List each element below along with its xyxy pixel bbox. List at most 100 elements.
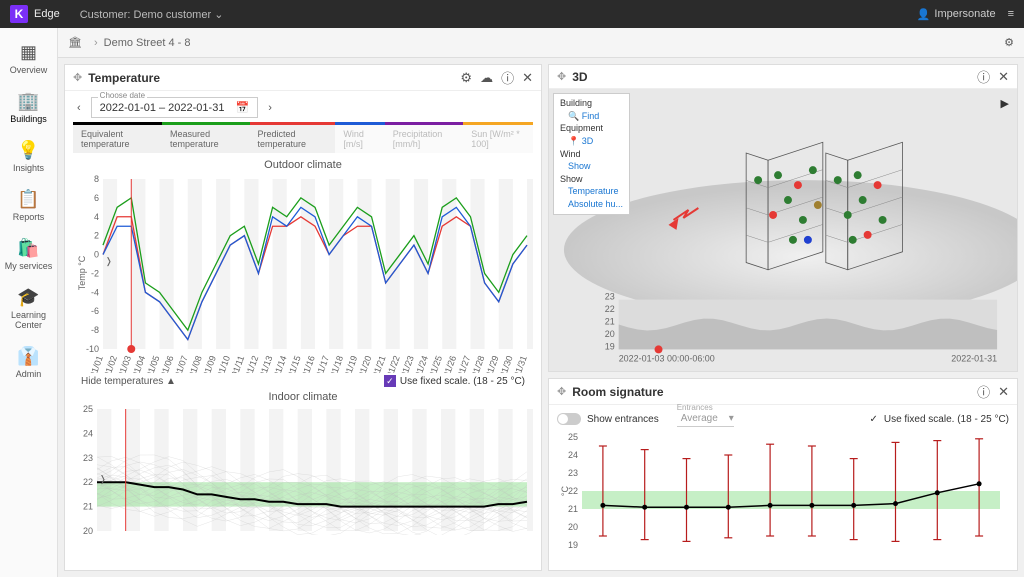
buildings-icon: 🏢 [0, 91, 57, 112]
control-find-link[interactable]: Find [582, 111, 600, 121]
svg-text:23: 23 [83, 453, 93, 463]
svg-text:01/24: 01/24 [413, 354, 430, 373]
control-humidity-link[interactable]: Absolute hu... [568, 199, 623, 209]
room-chart[interactable]: 19202122232425°C [557, 431, 1009, 551]
nav-label: Reports [13, 212, 45, 222]
hamburger-icon[interactable]: ≡ [1008, 8, 1014, 20]
svg-text:01/26: 01/26 [441, 354, 458, 373]
customer-label: Customer: Demo customer [80, 9, 211, 21]
outdoor-chart[interactable]: -10-8-6-4-202468Temp °C01/0101/0201/0301… [73, 173, 533, 373]
svg-text:01/28: 01/28 [469, 354, 486, 373]
svg-text:01/03: 01/03 [116, 354, 133, 373]
breadcrumb-separator: › [94, 37, 98, 49]
download-icon[interactable]: ☁ [480, 70, 493, 86]
sidebar-item-admin[interactable]: 👔Admin [0, 338, 57, 387]
svg-text:25: 25 [83, 405, 93, 414]
svg-text:-4: -4 [91, 287, 99, 297]
legend-tab[interactable]: Precipitation [mm/h] [385, 122, 463, 153]
control-temperature-link[interactable]: Temperature [568, 186, 619, 196]
svg-text:01/30: 01/30 [498, 354, 515, 373]
svg-text:01/20: 01/20 [356, 354, 373, 373]
svg-text:21: 21 [83, 502, 93, 512]
svg-text:20: 20 [568, 522, 578, 532]
indoor-chart[interactable]: 202122232425❭ [73, 405, 533, 535]
close-icon[interactable]: ✕ [998, 384, 1009, 400]
entrances-select[interactable]: Entrances Average ▾ [677, 411, 734, 427]
legend-tab[interactable]: Sun [W/m² * 100] [463, 122, 533, 153]
prev-date-button[interactable]: ‹ [73, 100, 85, 116]
sidebar-item-buildings[interactable]: 🏢Buildings [0, 83, 57, 132]
svg-text:24: 24 [568, 450, 578, 460]
gear-icon[interactable]: ⚙ [1004, 36, 1014, 49]
breadcrumb-location[interactable]: Demo Street 4 - 8 [104, 37, 191, 49]
gear-icon[interactable]: ⚙ [460, 70, 472, 86]
sidebar-item-overview[interactable]: ▦Overview [0, 34, 57, 83]
svg-text:❭: ❭ [105, 256, 113, 267]
customer-selector[interactable]: Customer: Demo customer ⌄ [80, 8, 224, 21]
date-range-input[interactable]: Choose date 2022-01-01 – 2022-01-31 📅 [91, 97, 259, 118]
svg-text:01/16: 01/16 [300, 354, 317, 373]
nav-label: Overview [10, 65, 48, 75]
show-entrances-toggle[interactable] [557, 413, 581, 425]
svg-text:21: 21 [568, 504, 578, 514]
person-icon: 👤 [917, 8, 931, 21]
drag-icon[interactable]: ✥ [557, 385, 566, 398]
control-building-label: Building [560, 98, 592, 108]
hide-temperatures-link[interactable]: Hide temperatures ▲ [81, 376, 176, 387]
nav-label: My services [5, 261, 53, 271]
entrances-field-label: Entrances [677, 403, 713, 412]
fixed-scale-checkbox[interactable]: ✓ [869, 414, 877, 425]
play-icon[interactable]: ▶ [1001, 97, 1009, 110]
control-show-link[interactable]: Show [568, 161, 591, 171]
svg-text:01/06: 01/06 [158, 354, 175, 373]
close-icon[interactable]: ✕ [522, 70, 533, 86]
show-entrances-label: Show entrances [587, 414, 659, 425]
legend-tab[interactable]: Equivalent temperature [73, 122, 162, 153]
search-icon: 🔍 [568, 111, 582, 121]
control-equipment-label: Equipment [560, 123, 603, 133]
svg-text:01/01: 01/01 [88, 354, 105, 373]
brand-name: Edge [34, 8, 60, 20]
svg-text:01/08: 01/08 [187, 354, 204, 373]
control-3d-link[interactable]: 3D [582, 136, 594, 146]
date-field-label: Choose date [98, 91, 147, 100]
legend-tab[interactable]: Predicted temperature [250, 122, 336, 153]
threed-controls: Building 🔍 Find Equipment 📍 3D Wind Show… [553, 93, 630, 214]
sidebar-item-reports[interactable]: 📋Reports [0, 181, 57, 230]
svg-text:01/29: 01/29 [484, 354, 501, 373]
sidebar-item-learning[interactable]: 🎓Learning Center [0, 279, 57, 338]
pin-icon: 📍 [568, 136, 582, 146]
next-date-button[interactable]: › [264, 100, 276, 116]
legend-tab[interactable]: Measured temperature [162, 122, 249, 153]
info-icon[interactable]: ⓘ [977, 67, 990, 86]
svg-text:01/31: 01/31 [512, 354, 529, 373]
svg-text:22: 22 [605, 304, 615, 314]
svg-text:°C: °C [560, 485, 570, 496]
svg-text:01/04: 01/04 [130, 354, 147, 373]
date-range-value: 2022-01-01 – 2022-01-31 [100, 102, 225, 114]
impersonate-button[interactable]: 👤 Impersonate [917, 8, 996, 21]
logo[interactable]: K [10, 5, 28, 23]
svg-text:-10: -10 [86, 344, 99, 354]
svg-text:22: 22 [83, 477, 93, 487]
svg-text:01/23: 01/23 [399, 354, 416, 373]
sidebar-item-services[interactable]: 🛍️My services [0, 230, 57, 279]
nav-label: Insights [13, 163, 44, 173]
info-icon[interactable]: ⓘ [977, 382, 990, 401]
close-icon[interactable]: ✕ [998, 69, 1009, 85]
drag-icon[interactable]: ✥ [73, 71, 82, 84]
chevron-down-icon: ⌄ [214, 9, 223, 21]
svg-text:19: 19 [605, 342, 615, 352]
svg-text:01/22: 01/22 [385, 354, 402, 373]
drag-icon[interactable]: ✥ [557, 70, 566, 83]
legend-tab[interactable]: Wind [m/s] [335, 122, 384, 153]
info-icon[interactable]: ⓘ [501, 68, 514, 87]
svg-text:01/07: 01/07 [173, 354, 190, 373]
svg-text:23: 23 [605, 292, 615, 302]
nav-label: Learning Center [11, 310, 46, 330]
svg-text:01/25: 01/25 [427, 354, 444, 373]
svg-text:01/11: 01/11 [229, 354, 246, 373]
fixed-scale-checkbox[interactable]: ✓ [384, 375, 396, 387]
svg-text:19: 19 [568, 540, 578, 550]
sidebar-item-insights[interactable]: 💡Insights [0, 132, 57, 181]
